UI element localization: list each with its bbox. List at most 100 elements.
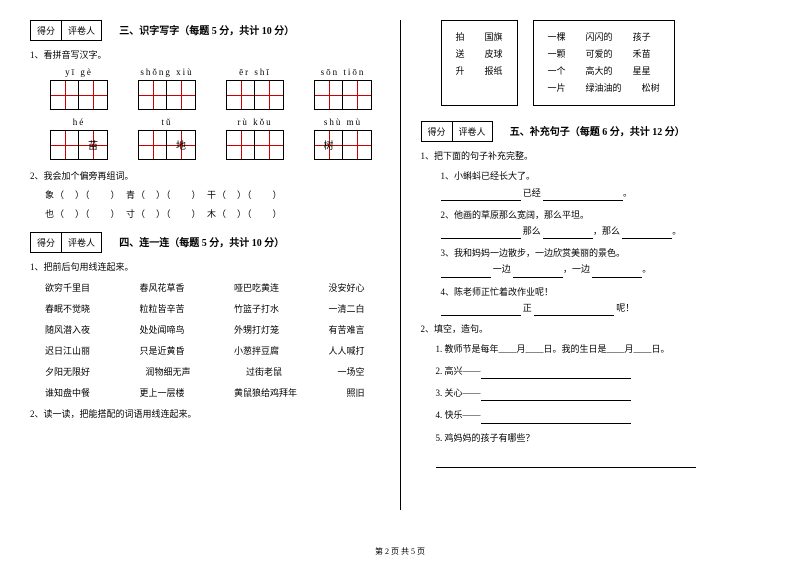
word: 送 <box>456 46 465 63</box>
section-5: 得分 评卷人 五、补充句子（每题 6 分，共计 12 分） 1、把下面的句子补充… <box>421 121 771 468</box>
phrase: 欲穷千里目 <box>45 281 90 294</box>
section-5-q1: 1、把下面的句子补充完整。 <box>421 149 771 162</box>
page-footer: 第 2 页 共 5 页 <box>0 546 800 557</box>
grader-label: 评卷人 <box>453 122 492 141</box>
phrase-row: 春眠不觉晓 粒粒皆辛苦 竹篮子打水 一清二白 <box>45 302 365 315</box>
fill-label: 2. 高兴—— <box>436 366 481 376</box>
pinyin-text: shǒng xiù <box>138 67 196 77</box>
fill-item: 5. 鸡妈妈的孩子有哪些？ <box>436 430 771 446</box>
fill-blank-line <box>436 452 771 468</box>
right-column: 拍国旗 送皮球 升报纸 一棵闪闪的孩子 一颗可爱的禾苗 一个高大的星星 一片绿油… <box>421 20 771 530</box>
word: 一颗 <box>548 46 566 63</box>
word: 松树 <box>642 80 660 97</box>
section-3-q2: 2、我会加个偏旁再组词。 <box>30 169 380 182</box>
phrase: 处处闻啼鸟 <box>139 323 184 336</box>
phrase: 春眠不觉晓 <box>45 302 90 315</box>
phrase-row: 随风潜入夜 处处闻啼鸟 外甥打灯笼 有苦难言 <box>45 323 365 336</box>
pinyin-item: sōn tiōn <box>314 67 372 111</box>
phrase: 黄鼠狼给鸡拜年 <box>234 386 297 399</box>
pinyin-text: yī gè <box>50 67 108 77</box>
fill-item: 2. 高兴—— <box>436 363 771 379</box>
page-container: 得分 评卷人 三、识字写字（每题 5 分，共计 10 分） 1、看拼音写汉字。 … <box>30 20 770 530</box>
phrase: 有苦难言 <box>328 323 364 336</box>
column-divider <box>400 20 401 510</box>
sentence-item: 2、他画的草原那么宽阔，那么平坦。 那么 ，那么 。 <box>441 207 771 239</box>
char-label: 苗 <box>79 137 107 152</box>
score-box: 得分 评卷人 <box>30 20 102 41</box>
section-4: 得分 评卷人 四、连一连（每题 5 分，共计 10 分） 1、把前后句用线连起来… <box>30 232 380 420</box>
word: 升 <box>456 63 465 80</box>
word: 闪闪的 <box>586 29 613 46</box>
word: 报纸 <box>485 63 503 80</box>
sentence-fill: 一边 ，一边 。 <box>441 261 771 277</box>
char-grid <box>226 130 284 160</box>
phrase-row: 夕阳无限好 润物细无声 过街老鼠 一场空 <box>45 365 365 378</box>
score-label: 得分 <box>31 21 62 40</box>
phrase-row: 谁知盘中餐 更上一层楼 黄鼠狼给鸡拜年 照旧 <box>45 386 365 399</box>
char-label: 树 <box>315 137 342 152</box>
pinyin-text: hé <box>50 117 108 127</box>
left-column: 得分 评卷人 三、识字写字（每题 5 分，共计 10 分） 1、看拼音写汉字。 … <box>30 20 380 530</box>
word: 星星 <box>633 63 651 80</box>
word: 拍 <box>456 29 465 46</box>
sentence-prompt: 1、小蝌蚪已经长大了。 <box>441 168 771 184</box>
pinyin-item: hé 苗 <box>50 117 108 161</box>
phrase: 过街老鼠 <box>246 365 282 378</box>
sentence-item: 3、我和妈妈一边散步，一边欣赏美丽的景色。 一边 ，一边 。 <box>441 245 771 277</box>
phrase: 润物细无声 <box>145 365 190 378</box>
section-4-q2: 2、读一读，把能搭配的词语用线连起来。 <box>30 407 380 420</box>
section-4-q1: 1、把前后句用线连起来。 <box>30 260 380 273</box>
phrase: 竹篮子打水 <box>234 302 279 315</box>
section-5-title: 五、补充句子（每题 6 分，共计 12 分） <box>510 123 685 138</box>
pinyin-item: tǔ 地 <box>138 117 196 161</box>
score-box: 得分 评卷人 <box>421 121 493 142</box>
sentence-prompt: 3、我和妈妈一边散步，一边欣赏美丽的景色。 <box>441 245 771 261</box>
word: 一棵 <box>548 29 566 46</box>
pinyin-text: ēr shī <box>226 67 284 77</box>
char-grid: 树 <box>314 130 372 160</box>
fill-item: 4. 快乐—— <box>436 407 771 423</box>
word: 高大的 <box>586 63 613 80</box>
section-3: 得分 评卷人 三、识字写字（每题 5 分，共计 10 分） 1、看拼音写汉字。 … <box>30 20 380 220</box>
word: 禾苗 <box>633 46 651 63</box>
pinyin-text: shù mù <box>314 117 372 127</box>
pinyin-text: sōn tiōn <box>314 67 372 77</box>
word-box-right: 一棵闪闪的孩子 一颗可爱的禾苗 一个高大的星星 一片绿油油的松树 <box>533 20 675 106</box>
section-3-title: 三、识字写字（每题 5 分，共计 10 分） <box>119 22 294 37</box>
char-grid: 苗 <box>50 130 108 160</box>
pinyin-text: rù kǒu <box>226 117 284 127</box>
sentence-prompt: 4、陈老师正忙着改作业呢！ <box>441 284 771 300</box>
fill-label: 3. 关心—— <box>436 388 481 398</box>
fill-item: 3. 关心—— <box>436 385 771 401</box>
phrase: 随风潜入夜 <box>45 323 90 336</box>
char-grid <box>314 80 372 110</box>
score-box: 得分 评卷人 <box>30 232 102 253</box>
score-label: 得分 <box>31 233 62 252</box>
section-5-q2: 2、填空，造句。 <box>421 322 771 335</box>
word: 国旗 <box>485 29 503 46</box>
phrase-row: 迟日江山丽 只是近黄昏 小葱拌豆腐 人人喊打 <box>45 344 365 357</box>
section-4-title: 四、连一连（每题 5 分，共计 10 分） <box>119 234 284 249</box>
pinyin-item: shǒng xiù <box>138 67 196 111</box>
sentence-item: 4、陈老师正忙着改作业呢！ 正 呢！ <box>441 284 771 316</box>
phrase: 更上一层楼 <box>139 386 184 399</box>
phrase: 没安好心 <box>328 281 364 294</box>
pinyin-item: rù kǒu <box>226 117 284 161</box>
sentence-prompt: 2、他画的草原那么宽阔，那么平坦。 <box>441 207 771 223</box>
char-grid <box>50 80 108 110</box>
word: 一片 <box>548 80 566 97</box>
sentence-fill: 正 呢！ <box>441 300 771 316</box>
pinyin-item: yī gè <box>50 67 108 111</box>
char-grid <box>226 80 284 110</box>
pinyin-text: tǔ <box>138 117 196 127</box>
phrase: 迟日江山丽 <box>45 344 90 357</box>
sentence-item: 1、小蝌蚪已经长大了。 已经 。 <box>441 168 771 200</box>
phrase: 照旧 <box>346 386 364 399</box>
word: 一个 <box>548 63 566 80</box>
char-grid: 地 <box>138 130 196 160</box>
sentence-fill: 那么 ，那么 。 <box>441 223 771 239</box>
word-box-container: 拍国旗 送皮球 升报纸 一棵闪闪的孩子 一颗可爱的禾苗 一个高大的星星 一片绿油… <box>441 20 771 106</box>
word: 可爱的 <box>586 46 613 63</box>
fill-item: 1. 教师节是每年____月____日。我的生日是____月____日。 <box>436 341 771 357</box>
pinyin-item: shù mù 树 <box>314 117 372 161</box>
